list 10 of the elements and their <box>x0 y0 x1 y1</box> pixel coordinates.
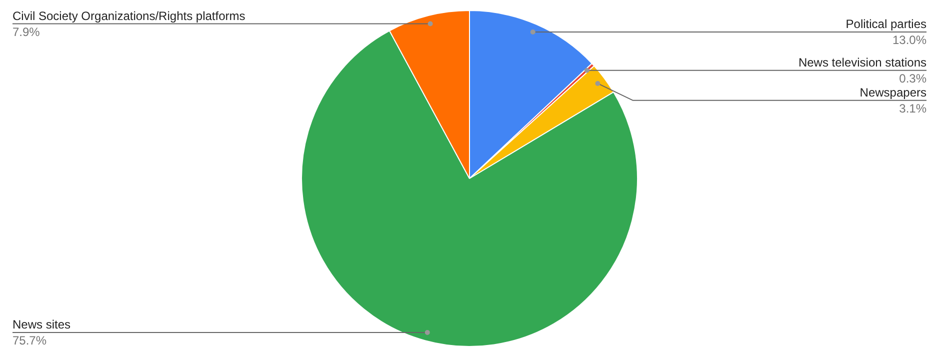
slice-label: Newspapers <box>860 85 927 100</box>
data-label: 0.3% <box>899 71 927 86</box>
slice-label: Political parties <box>846 17 926 32</box>
data-label: 3.1% <box>899 101 927 116</box>
slice-label: News sites <box>12 317 71 332</box>
slice-label: News television stations <box>798 55 927 70</box>
data-label: 13.0% <box>892 33 927 48</box>
data-label: 7.9% <box>12 24 40 39</box>
data-label: 75.7% <box>12 333 47 348</box>
slice-label: Civil Society Organizations/Rights platforms <box>12 8 246 23</box>
